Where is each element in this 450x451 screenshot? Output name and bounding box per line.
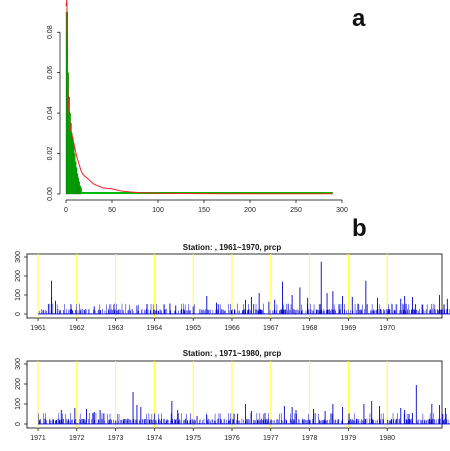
y-tick-label: 0 (15, 312, 22, 316)
year-tick-label: 1977 (263, 435, 279, 442)
year-tick-label: 1962 (69, 325, 85, 332)
timeseries-1971-1980-title: Station: , 1971~1980, prcp (183, 349, 282, 358)
histogram-x-tick-label: 0 (64, 207, 68, 214)
year-tick-label: 1963 (108, 325, 124, 332)
histogram-axes: 0.00 0.02 0.04 0.06 0.08 0 50 100 150 200 250 300 (47, 25, 348, 214)
histogram-panel: 0.00 0.02 0.04 0.06 0.08 0 50 100 150 200 250 300 (47, 0, 348, 214)
year-tick-label: 1970 (379, 325, 395, 332)
year-tick-label: 1972 (69, 435, 85, 442)
year-tick-label: 1978 (302, 435, 318, 442)
y-tick-label: 300 (15, 358, 22, 370)
panel-label-b: b (352, 215, 367, 242)
year-tick-label: 1979 (341, 435, 357, 442)
y-tick-label: 200 (15, 270, 22, 282)
histogram-bars (65, 11, 333, 195)
year-tick-label: 1974 (147, 435, 163, 442)
timeseries-1971-1980-body: 0 100 200 300 1971 1972 1973 1974 1975 1976 1977 19… (15, 358, 450, 442)
year-tick-label: 1965 (185, 325, 201, 332)
y-tick-label: 200 (15, 378, 22, 390)
histogram-y-tick-label: 0.06 (47, 66, 54, 80)
year-tick-label: 1975 (185, 435, 201, 442)
timeseries-1971-1980-frame (26, 360, 443, 429)
year-tick-label: 1964 (147, 325, 163, 332)
histogram-y-tick-label: 0.00 (47, 187, 54, 201)
year-tick-label: 1980 (379, 435, 395, 442)
panel-label-a: a (352, 5, 366, 32)
histogram-x-tick-label: 100 (152, 207, 164, 214)
year-tick-label: 1961 (30, 325, 46, 332)
year-tick-label: 1966 (224, 325, 240, 332)
histogram-bar (80, 187, 82, 195)
y-tick-label: 100 (15, 398, 22, 410)
histogram-y-tick-label: 0.08 (47, 25, 54, 39)
timeseries-1961-1970-title: Station: , 1961~1970, prcp (183, 243, 282, 252)
y-tick-label: 0 (15, 422, 22, 426)
histogram-x-tick-label: 250 (290, 207, 302, 214)
timeseries-1961-1970-frame (26, 253, 443, 319)
year-tick-label: 1976 (224, 435, 240, 442)
year-tick-label: 1969 (341, 325, 357, 332)
timeseries-1961-1970-body: 0 100 200 300 1961 1962 1963 1964 1965 1966 1967 19… (15, 251, 450, 332)
year-tick-label: 1971 (30, 435, 46, 442)
y-tick-label: 100 (15, 289, 22, 301)
y-tick-label: 300 (15, 251, 22, 263)
histogram-y-tick-label: 0.04 (47, 106, 54, 120)
density-curve (65, 0, 333, 195)
timeseries-1971-1980: Station: , 1971~1980, prcp 0 100 200 300 197… (15, 349, 450, 442)
year-tick-label: 1968 (302, 325, 318, 332)
histogram-tail-bars (81, 192, 333, 194)
year-tick-label: 1967 (263, 325, 279, 332)
year-tick-label: 1973 (108, 435, 124, 442)
histogram-x-tick-label: 300 (336, 207, 348, 214)
histogram-y-tick-label: 0.02 (47, 147, 54, 161)
histogram-x-tick-label: 150 (198, 207, 210, 214)
histogram-x-tick-label: 50 (108, 207, 116, 214)
histogram-x-tick-label: 200 (244, 207, 256, 214)
timeseries-1961-1970: Station: , 1961~1970, prcp 0 100 200 300 196… (15, 243, 450, 332)
